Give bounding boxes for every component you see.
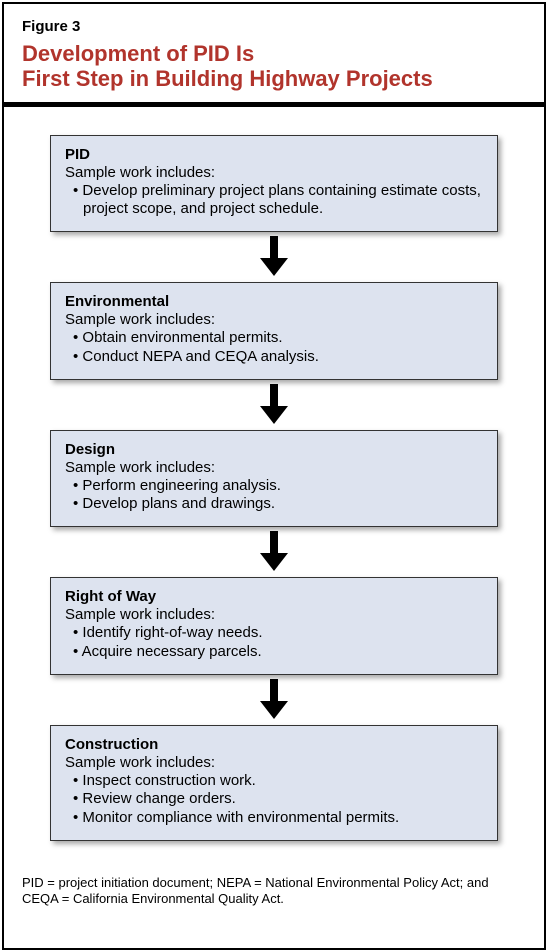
flowchart: PIDSample work includes:Develop prelimin…: [4, 107, 544, 851]
flow-box-bullet: Develop preliminary project plans contai…: [67, 182, 483, 220]
flow-box-subtitle: Sample work includes:: [65, 459, 483, 476]
flow-arrow: [260, 675, 288, 725]
flow-box-title: Construction: [65, 736, 483, 753]
flow-box-bullet: Obtain environmental permits.: [67, 329, 483, 348]
flow-box: EnvironmentalSample work includes:Obtain…: [50, 282, 498, 380]
flow-box-bullet: Develop plans and drawings.: [67, 495, 483, 514]
flow-box-bullet: Monitor compliance with environmental pe…: [67, 809, 483, 828]
flow-box-bullet: Review change orders.: [67, 790, 483, 809]
flow-box: ConstructionSample work includes:Inspect…: [50, 725, 498, 841]
flow-arrow: [260, 232, 288, 282]
arrow-down-icon: [260, 384, 288, 424]
flow-box: Right of WaySample work includes:Identif…: [50, 577, 498, 675]
flow-box-title: PID: [65, 146, 483, 163]
flow-box-title: Design: [65, 441, 483, 458]
title-line-1: Development of PID Is: [22, 41, 254, 66]
flow-box-bullets: Develop preliminary project plans contai…: [65, 182, 483, 220]
footnote: PID = project initiation document; NEPA …: [4, 851, 544, 908]
flow-box-bullet: Conduct NEPA and CEQA analysis.: [67, 348, 483, 367]
arrow-down-icon: [260, 531, 288, 571]
flow-box-subtitle: Sample work includes:: [65, 311, 483, 328]
flow-box-bullets: Perform engineering analysis.Develop pla…: [65, 477, 483, 515]
figure-title: Development of PID Is First Step in Buil…: [4, 41, 544, 102]
flow-box-bullet: Perform engineering analysis.: [67, 477, 483, 496]
arrow-down-icon: [260, 236, 288, 276]
flow-box-bullets: Inspect construction work.Review change …: [65, 772, 483, 828]
flow-arrow: [260, 527, 288, 577]
title-line-2: First Step in Building Highway Projects: [22, 66, 433, 91]
flow-box: PIDSample work includes:Develop prelimin…: [50, 135, 498, 233]
flow-box-bullets: Identify right-of-way needs.Acquire nece…: [65, 624, 483, 662]
flow-box-bullet: Inspect construction work.: [67, 772, 483, 791]
flow-box-subtitle: Sample work includes:: [65, 606, 483, 623]
arrow-down-icon: [260, 679, 288, 719]
flow-box-subtitle: Sample work includes:: [65, 754, 483, 771]
figure-frame: Figure 3 Development of PID Is First Ste…: [2, 2, 546, 950]
flow-box: DesignSample work includes:Perform engin…: [50, 430, 498, 528]
flow-arrow: [260, 380, 288, 430]
flow-box-bullet: Acquire necessary parcels.: [67, 643, 483, 662]
flow-box-bullets: Obtain environmental permits.Conduct NEP…: [65, 329, 483, 367]
figure-label: Figure 3: [4, 4, 544, 41]
flow-box-title: Right of Way: [65, 588, 483, 605]
flow-box-title: Environmental: [65, 293, 483, 310]
flow-box-subtitle: Sample work includes:: [65, 164, 483, 181]
flow-box-bullet: Identify right-of-way needs.: [67, 624, 483, 643]
